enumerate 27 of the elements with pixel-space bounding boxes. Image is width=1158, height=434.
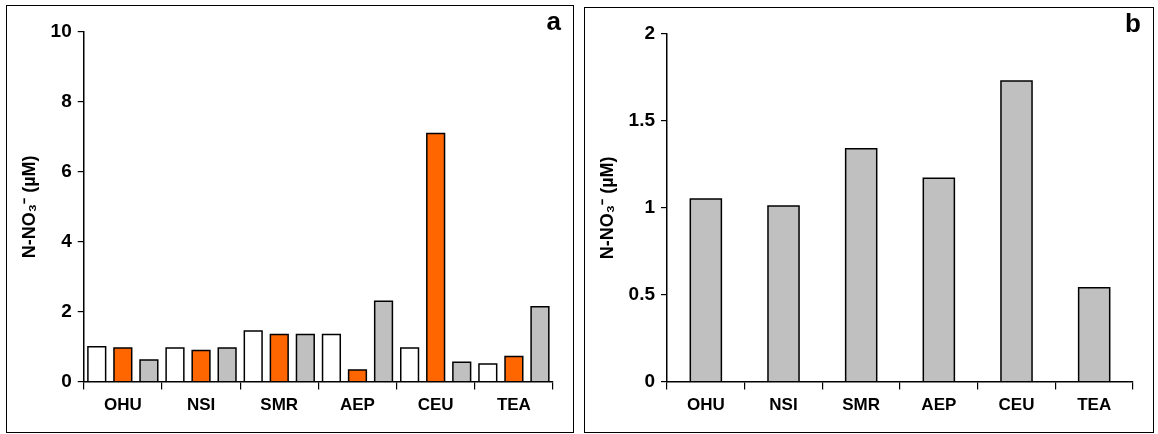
x-tick-label: AEP bbox=[921, 395, 957, 415]
y-tick-label: 0.5 bbox=[628, 282, 656, 304]
x-tick-label: TEA bbox=[1077, 395, 1112, 415]
y-tick-label: 2 bbox=[61, 299, 72, 321]
y-axis-title: N-NO₃⁻ (µM) bbox=[18, 155, 39, 259]
annotation: b bbox=[1125, 8, 1141, 39]
y-tick-label: 4 bbox=[61, 229, 73, 251]
y-axis-title: N-NO₃⁻ (µM) bbox=[596, 156, 617, 260]
x-tick-label: OHU bbox=[103, 395, 142, 415]
x-tick-label: NSI bbox=[186, 395, 216, 415]
y-tick-label: 0 bbox=[644, 369, 656, 391]
x-tick-label: SMR bbox=[842, 395, 881, 415]
annotation: a bbox=[546, 6, 562, 37]
x-tick-label: SMR bbox=[260, 395, 299, 415]
y-tick-label: 10 bbox=[50, 20, 72, 42]
x-tick-label: CEU bbox=[417, 395, 454, 415]
x-tick-label: NSI bbox=[769, 395, 798, 415]
y-tick-label: 1.5 bbox=[628, 109, 656, 131]
x-tick-label: CEU bbox=[998, 395, 1035, 415]
x-tick-label: TEA bbox=[496, 395, 531, 415]
y-tick-label: 2 bbox=[644, 22, 656, 44]
y-tick-label: 6 bbox=[61, 160, 72, 182]
x-tick-label: OHU bbox=[686, 395, 725, 415]
y-tick-label: 0 bbox=[61, 369, 72, 391]
y-tick-label: 8 bbox=[61, 90, 72, 112]
y-tick-label: 1 bbox=[644, 196, 656, 218]
x-tick-label: AEP bbox=[339, 395, 375, 415]
